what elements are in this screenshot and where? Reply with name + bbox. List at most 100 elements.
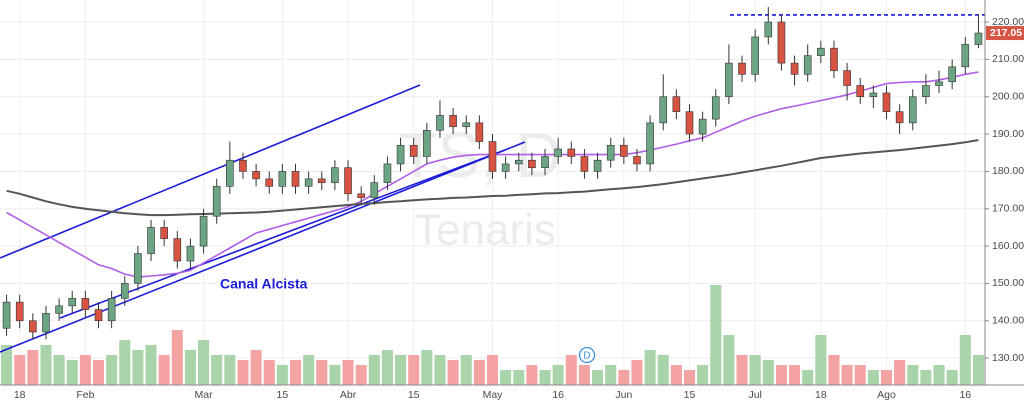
volume-bar <box>289 360 302 385</box>
volume-bar <box>907 365 919 385</box>
watermark-name: Tenaris <box>414 206 556 255</box>
candle-body <box>2 301 11 329</box>
candle-body <box>672 96 681 112</box>
volume-bar <box>710 285 722 385</box>
candle-body <box>423 130 431 157</box>
x-tick-label: Abr <box>340 389 357 401</box>
volume-bar <box>53 355 65 385</box>
volume-bar <box>408 355 420 385</box>
candle-body <box>383 163 392 183</box>
candle-body <box>856 85 865 98</box>
candle-body <box>948 66 956 83</box>
candle-body <box>199 215 208 247</box>
candle-layer <box>2 7 983 340</box>
candle-body <box>370 182 379 198</box>
candle-body <box>239 159 247 172</box>
volume-bar <box>552 365 564 385</box>
candle-body <box>475 122 484 142</box>
volume-bar <box>972 355 984 385</box>
dividend-marker[interactable] <box>578 346 596 364</box>
candle-body <box>698 118 707 135</box>
candle-body <box>278 171 287 187</box>
candle-body <box>777 21 786 64</box>
candle-body <box>449 115 457 127</box>
volume-bar <box>27 350 39 385</box>
y-tick-label: 160.00 <box>992 240 1024 252</box>
moving-average <box>6 139 979 217</box>
candle-body <box>344 167 352 195</box>
y-tick-label: 140.00 <box>992 315 1024 327</box>
candle-body <box>790 62 799 75</box>
price-label-box <box>986 26 1024 41</box>
volume-bar <box>513 370 525 385</box>
candle-body <box>357 193 365 198</box>
candle-body <box>173 238 182 262</box>
volume-bar <box>841 365 853 385</box>
y-tick-label: 150.00 <box>992 277 1024 289</box>
volume-bar <box>224 355 236 385</box>
volume-bar <box>79 355 91 385</box>
volume-bar <box>106 355 118 385</box>
candle-body <box>55 305 63 314</box>
candle-body <box>895 111 904 124</box>
candle-body <box>304 178 313 187</box>
volume-bar <box>775 365 787 385</box>
candle-body <box>567 148 576 157</box>
volume-bar <box>342 360 354 385</box>
volume-bar <box>92 360 105 385</box>
candle-body <box>409 144 418 157</box>
candle-body <box>488 141 497 172</box>
axis-layer: 130.00 140.00 150.00 160.00 170.00 180.00 190.… <box>14 16 1024 401</box>
volume-bar <box>723 335 735 385</box>
volume-bar <box>644 350 656 385</box>
volume-bar <box>171 330 183 385</box>
candle-body <box>606 144 615 161</box>
candle-body <box>514 159 523 165</box>
candle-body <box>803 55 812 75</box>
y-tick-label: 220.00 <box>992 16 1024 28</box>
candle-body <box>646 122 654 165</box>
y-tick-label: 130.00 <box>992 352 1024 364</box>
candle-body <box>711 96 720 120</box>
candle-body <box>317 178 326 183</box>
candle-body <box>462 122 471 127</box>
volume-bar <box>381 350 393 385</box>
annotation: Canal Alcista <box>220 276 308 292</box>
candle-body <box>252 171 260 180</box>
candle-body <box>725 62 733 98</box>
volume-bar <box>946 370 958 385</box>
y-tick-label: 210.00 <box>992 53 1024 65</box>
candle-body <box>961 44 970 68</box>
x-tick-label: 15 <box>408 389 420 401</box>
candle-body <box>120 283 129 299</box>
volume-bar <box>276 365 288 385</box>
candle-body <box>331 167 339 183</box>
volume-bar <box>119 340 131 385</box>
candle-body <box>882 92 891 112</box>
volume-bar <box>828 355 840 385</box>
volume-bar <box>14 355 26 385</box>
x-tick-label: Ago <box>877 389 896 401</box>
candle-body <box>974 32 983 45</box>
volume-bar <box>789 365 801 385</box>
y-tick-label: 170.00 <box>992 203 1024 215</box>
candle-body <box>633 156 641 165</box>
x-tick-label: 16 <box>552 389 564 401</box>
candle-body <box>501 163 510 172</box>
y-tick-label: 190.00 <box>992 128 1024 140</box>
candle-body <box>186 245 195 262</box>
volume-bar <box>355 365 367 385</box>
volume-bar <box>631 360 643 385</box>
volume-bar <box>145 345 157 385</box>
volume-bar <box>66 360 78 385</box>
candle-body <box>554 148 562 157</box>
volume-bar <box>933 365 945 385</box>
volume-bar <box>815 335 827 385</box>
volume-bar <box>605 365 617 385</box>
volume-bar <box>198 340 210 385</box>
candle-body <box>620 144 628 157</box>
volume-bar <box>920 370 932 385</box>
volume-bar <box>447 360 459 385</box>
y-tick-label: 200.00 <box>992 90 1024 102</box>
